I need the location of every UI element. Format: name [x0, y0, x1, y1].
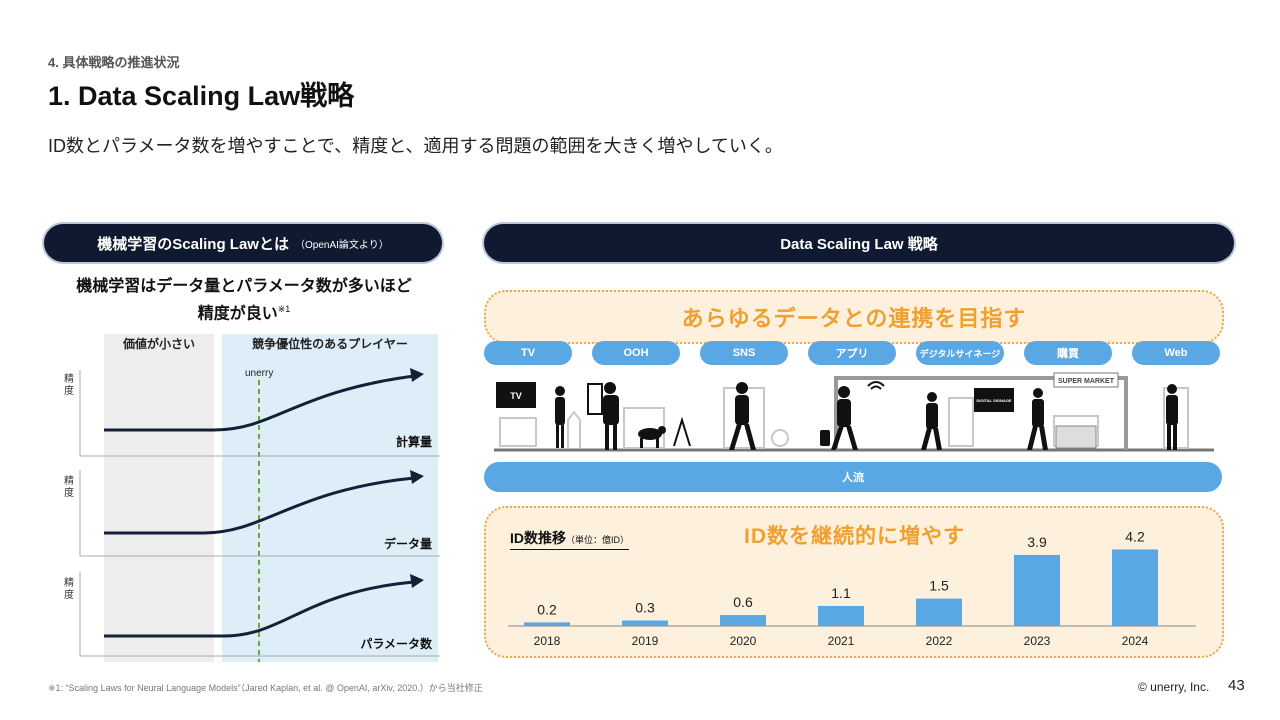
competitive-zone [222, 334, 438, 662]
accuracy-curve-1 [104, 374, 415, 432]
bar-2019 [622, 620, 668, 626]
x-axis-label-1: 計算量 [396, 434, 432, 449]
competitive-zone-label: 競争優位性のあるプレイヤー [252, 336, 408, 351]
bar-2023 [1014, 554, 1060, 626]
category-purchase: 購買 [1024, 341, 1112, 365]
data-link-banner: あらゆるデータとの連携を目指す [484, 290, 1224, 344]
low-value-zone [104, 334, 214, 662]
scaling-law-header: 機械学習のScaling Lawとは （OpenAI論文より） [44, 224, 442, 262]
footnote-mark: ※1 [277, 304, 291, 314]
category-label-2018: 2018 [534, 634, 561, 648]
y-axis-label-1a: 精 [64, 372, 74, 385]
category-sns: SNS [700, 341, 788, 365]
a-board-sign [673, 416, 691, 447]
value-label-2018: 0.2 [537, 601, 557, 617]
accuracy-curve-3 [104, 580, 415, 638]
scaling-law-header-title: 機械学習のScaling Lawとは [97, 235, 289, 253]
y-axis-label-2b: 度 [64, 486, 74, 499]
x-axis-label-2: データ量 [384, 536, 432, 551]
supermarket-sign [1053, 372, 1119, 388]
id-growth-headline: ID数を継続的に増やす [744, 525, 965, 548]
wifi-signal-icon [867, 381, 885, 390]
page-title: 1. Data Scaling Law戦略 [48, 81, 355, 111]
y-axis-label-3b: 度 [64, 588, 74, 601]
value-label-2023: 3.9 [1027, 534, 1047, 550]
person-silhouettes [555, 382, 1178, 450]
ooh-sign [587, 383, 603, 415]
y-axis-label-3a: 精 [64, 576, 74, 589]
copyright: © unerry, Inc. [1138, 680, 1210, 694]
tv-sign-label: TV [510, 391, 522, 401]
section-kicker: 4. 具体戦略の推進状況 [48, 55, 180, 70]
category-digital-signage: デジタルサイネージ [916, 341, 1004, 365]
category-label-2022: 2022 [926, 634, 953, 648]
y-axis-label-2a: 精 [64, 474, 74, 487]
value-label-2022: 1.5 [929, 578, 949, 594]
bar-2020 [720, 615, 766, 626]
id-growth-chart: 0.2 2018 0.3 2019 0.6 2020 1.1 2021 1.5 2022 3.9 20… [508, 528, 1196, 648]
category-label-2019: 2019 [632, 634, 659, 648]
bar-2024 [1112, 549, 1158, 626]
lead-text: ID数とパラメータ数を増やすことで、精度と、適用する問題の範囲を大きく増やしてい… [48, 136, 783, 156]
curve-arrow-1 [410, 368, 424, 382]
curve-arrow-2 [410, 470, 424, 484]
category-app: アプリ [808, 341, 896, 365]
scaling-law-subtitle-line1: 機械学習はデータ量とパラメータ数が多いほど [76, 278, 412, 295]
category-label-2020: 2020 [730, 634, 757, 648]
category-ooh: OOH [592, 341, 680, 365]
value-label-2020: 0.6 [733, 594, 753, 610]
accuracy-curve-2 [104, 476, 415, 535]
unerry-marker-label: unerry [245, 368, 273, 379]
tv-sign [496, 382, 536, 408]
people-flow-scene: TV SUPER MARKET DIGITAL SIGNAGE [494, 372, 1214, 452]
id-growth-panel [484, 506, 1224, 658]
y-axis-label-1b: 度 [64, 384, 74, 397]
people-flow-bar: 人流 [484, 462, 1222, 492]
supermarket-sign-label: SUPER MARKET [1058, 378, 1115, 385]
scaling-law-subtitle: 機械学習はデータ量とパラメータ数が多いほど 精度が良い※1 [44, 276, 444, 325]
digital-signage-text: DIGITAL SIGNAGE [976, 398, 1012, 403]
curve-arrow-3 [410, 574, 424, 588]
bar-2022 [916, 598, 962, 626]
id-growth-unit: （単位：億ID） [566, 535, 630, 545]
digital-signage-screen [974, 388, 1014, 412]
category-label-2021: 2021 [828, 634, 855, 648]
supermarket-frame [834, 376, 1128, 450]
bar-2021 [818, 605, 864, 626]
category-tv: TV [484, 341, 572, 365]
checkout-counter [1055, 425, 1097, 449]
value-label-2021: 1.1 [831, 585, 851, 601]
category-label-2024: 2024 [1122, 634, 1149, 648]
category-label-2023: 2023 [1024, 634, 1051, 648]
citation-footnote: ※1: “Scaling Laws for Neural Language Mo… [48, 683, 483, 693]
x-axis-label-3: パラメータ数 [360, 636, 433, 651]
data-scaling-law-header: Data Scaling Law 戦略 [484, 224, 1234, 262]
value-label-2019: 0.3 [635, 600, 655, 616]
value-label-2024: 4.2 [1125, 528, 1145, 544]
scaling-law-subtitle-line2: 精度が良い [197, 305, 278, 323]
low-value-zone-label: 価値が小さい [122, 336, 195, 351]
scaling-law-diagram: 価値が小さい 競争優位性のあるプレイヤー unerry 精 度 計算量 精 度 … [64, 334, 440, 662]
id-growth-title-group: ID数推移（単位：億ID） [510, 528, 630, 550]
id-growth-title: ID数推移 [510, 530, 566, 546]
page-number: 43 [1228, 677, 1245, 694]
bar-2018 [524, 622, 570, 626]
scaling-law-header-note: （OpenAI論文より） [294, 239, 389, 251]
category-web: Web [1132, 341, 1220, 365]
data-link-banner-text: あらゆるデータとの連携を目指す [681, 306, 1027, 331]
